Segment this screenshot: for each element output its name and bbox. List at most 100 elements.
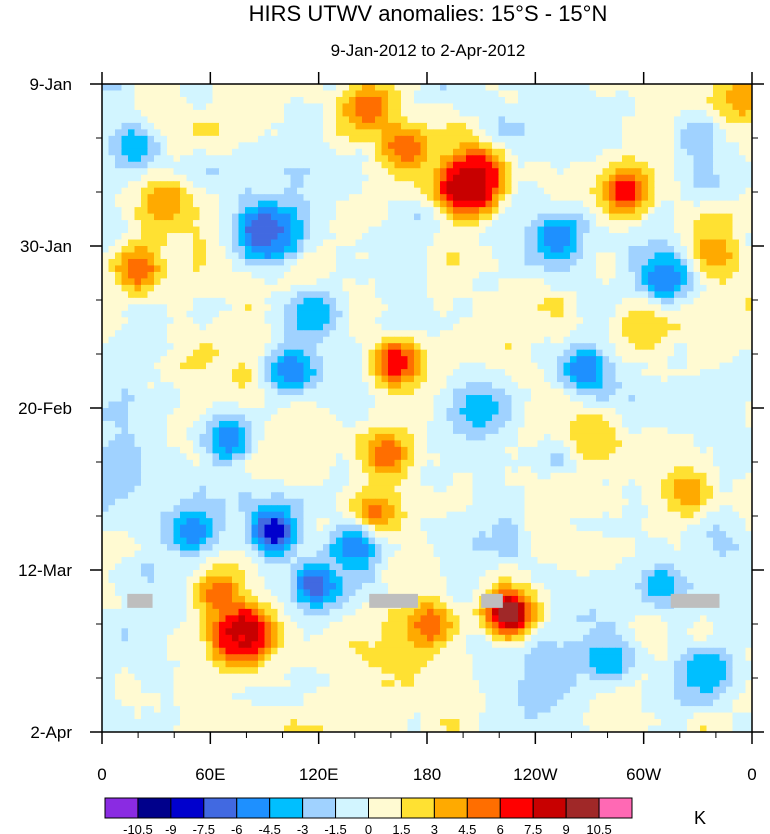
- field-cell: [459, 220, 467, 227]
- field-cell: [362, 382, 369, 389]
- field-cell: [199, 310, 207, 318]
- field-cell: [225, 317, 233, 325]
- field-cell: [388, 168, 395, 176]
- field-cell: [284, 369, 291, 376]
- field-cell: [414, 103, 421, 111]
- field-cell: [368, 233, 376, 240]
- field-cell: [141, 220, 148, 227]
- field-cell: [173, 271, 181, 279]
- field-cell: [173, 336, 181, 344]
- field-cell: [121, 304, 129, 312]
- field-cell: [654, 161, 662, 169]
- field-cell: [342, 168, 350, 176]
- field-cell: [414, 239, 421, 247]
- field-cell: [310, 291, 317, 299]
- field-cell: [661, 116, 668, 124]
- field-cell: [297, 395, 304, 402]
- field-cell: [505, 388, 512, 396]
- field-cell: [563, 284, 571, 292]
- field-cell: [134, 213, 142, 221]
- field-cell: [674, 207, 681, 214]
- field-cell: [524, 278, 532, 286]
- field-cell: [687, 278, 694, 286]
- field-cell: [147, 187, 155, 195]
- field-cell: [251, 291, 259, 299]
- field-cell: [310, 168, 317, 176]
- field-cell: [700, 304, 707, 312]
- field-cell: [472, 395, 480, 402]
- field-cell: [628, 265, 636, 273]
- field-cell: [290, 291, 298, 299]
- field-cell: [615, 116, 623, 124]
- field-cell: [544, 304, 551, 312]
- field-cell: [511, 161, 519, 169]
- field-cell: [310, 148, 317, 156]
- field-cell: [401, 343, 408, 351]
- field-cell: [186, 258, 194, 266]
- field-cell: [323, 297, 330, 305]
- field-cell: [589, 401, 597, 409]
- field-cell: [693, 194, 701, 202]
- field-cell: [674, 200, 681, 208]
- field-cell: [596, 148, 603, 156]
- field-cell: [108, 155, 116, 163]
- field-cell: [407, 265, 415, 273]
- field-cell: [186, 388, 194, 396]
- field-cell: [245, 395, 252, 402]
- field-cell: [167, 129, 174, 137]
- field-cell: [232, 349, 239, 357]
- field-cell: [615, 258, 623, 266]
- field-cell: [329, 252, 337, 260]
- field-cell: [700, 395, 707, 402]
- field-cell: [336, 388, 343, 396]
- field-cell: [596, 103, 603, 111]
- field-cell: [628, 109, 636, 117]
- field-cell: [518, 161, 525, 169]
- field-cell: [355, 233, 363, 240]
- field-cell: [544, 356, 551, 364]
- field-cell: [498, 336, 506, 344]
- field-cell: [485, 116, 493, 124]
- field-cell: [492, 96, 499, 104]
- field-cell: [446, 388, 454, 396]
- field-cell: [719, 233, 727, 240]
- field-cell: [245, 207, 252, 214]
- field-cell: [180, 220, 187, 227]
- field-cell: [492, 194, 499, 202]
- field-cell: [700, 271, 707, 279]
- field-cell: [693, 388, 701, 396]
- field-cell: [375, 174, 382, 182]
- field-cell: [115, 362, 122, 370]
- field-cell: [654, 323, 662, 331]
- field-cell: [537, 246, 545, 253]
- field-cell: [687, 317, 694, 325]
- field-cell: [641, 161, 649, 169]
- field-cell: [355, 109, 363, 117]
- field-cell: [654, 310, 662, 318]
- field-cell: [407, 226, 415, 234]
- field-cell: [524, 246, 532, 253]
- field-cell: [336, 336, 343, 344]
- field-cell: [147, 226, 155, 234]
- field-cell: [394, 349, 402, 357]
- field-cell: [290, 375, 298, 383]
- field-cell: [290, 246, 298, 253]
- field-cell: [336, 122, 343, 130]
- field-cell: [537, 356, 545, 364]
- field-cell: [498, 207, 506, 214]
- field-cell: [271, 174, 278, 182]
- field-cell: [576, 271, 584, 279]
- field-cell: [232, 187, 239, 195]
- field-cell: [310, 187, 317, 195]
- field-cell: [563, 246, 571, 253]
- field-cell: [173, 362, 181, 370]
- field-cell: [674, 168, 681, 176]
- field-cell: [563, 395, 571, 402]
- field-cell: [479, 252, 486, 260]
- field-cell: [290, 336, 298, 344]
- field-cell: [641, 194, 649, 202]
- field-cell: [232, 168, 239, 176]
- field-cell: [492, 84, 499, 91]
- field-cell: [342, 284, 350, 292]
- field-cell: [323, 226, 330, 234]
